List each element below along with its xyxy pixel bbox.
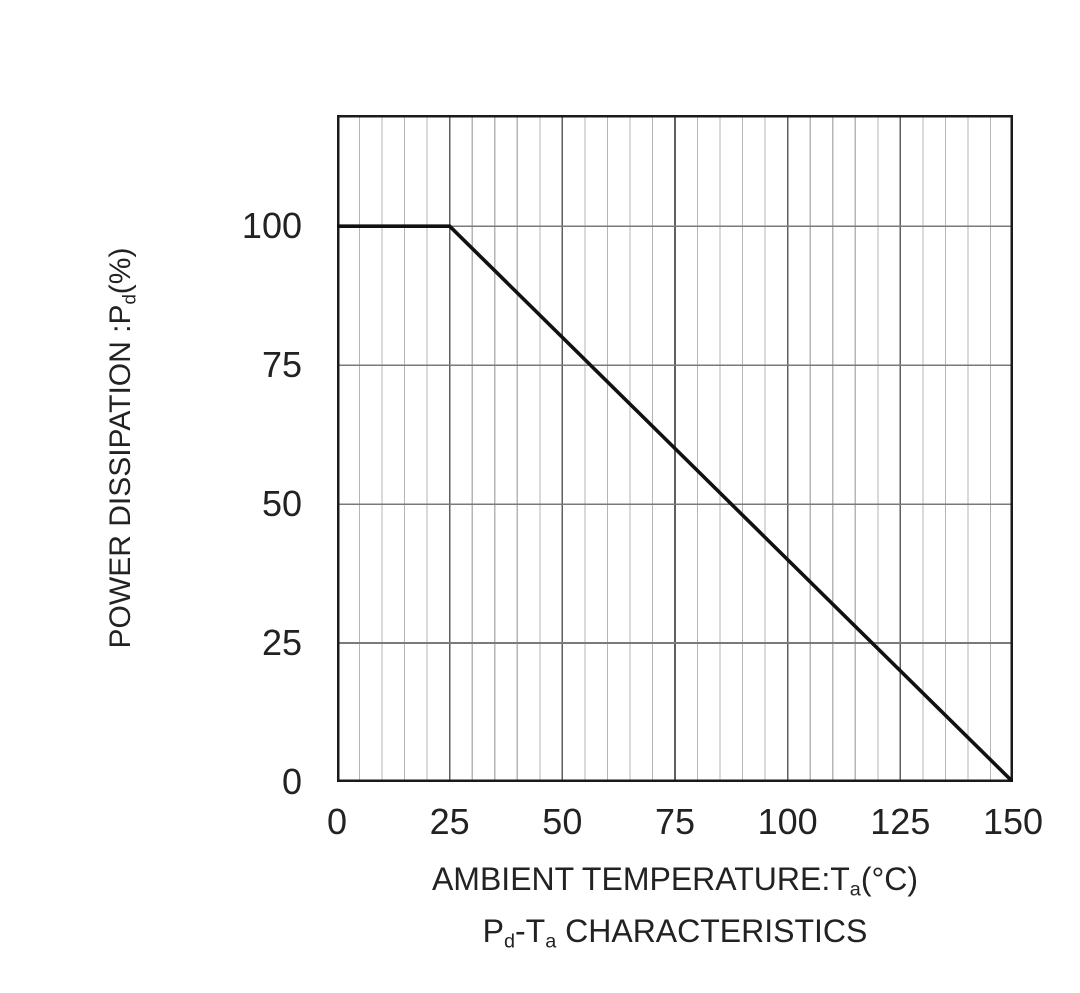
y-tick-label: 50 [261,483,302,525]
plot-area [337,115,1013,782]
plot-svg [337,115,1013,782]
chart-title: Pd-Ta CHARACTERISTICS [482,913,868,953]
x-tick-label: 125 [870,801,931,842]
x-axis-title: AMBIENT TEMPERATURE:Ta(°C) [431,861,919,901]
plot-frame [337,115,1013,782]
x-tick-label: 0 [326,801,348,842]
x-tick-label: 75 [654,801,696,842]
subscript: d [118,294,140,305]
y-tick-label: 0 [281,761,302,802]
y-tick-label: 100 [241,205,302,247]
subscript: a [545,930,557,953]
x-tick-label: 150 [982,801,1044,842]
y-tick-label: 25 [261,622,302,664]
x-tick-label: 50 [542,801,583,842]
data-line [337,224,1013,782]
x-tick-label: 100 [757,801,818,842]
y-tick-label: 75 [261,344,302,386]
subscript: d [503,930,515,953]
x-tick-label: 25 [429,801,470,842]
subscript: a [849,878,861,901]
y-axis-title: POWER DISSIPATION :Pd(%) [104,247,140,649]
